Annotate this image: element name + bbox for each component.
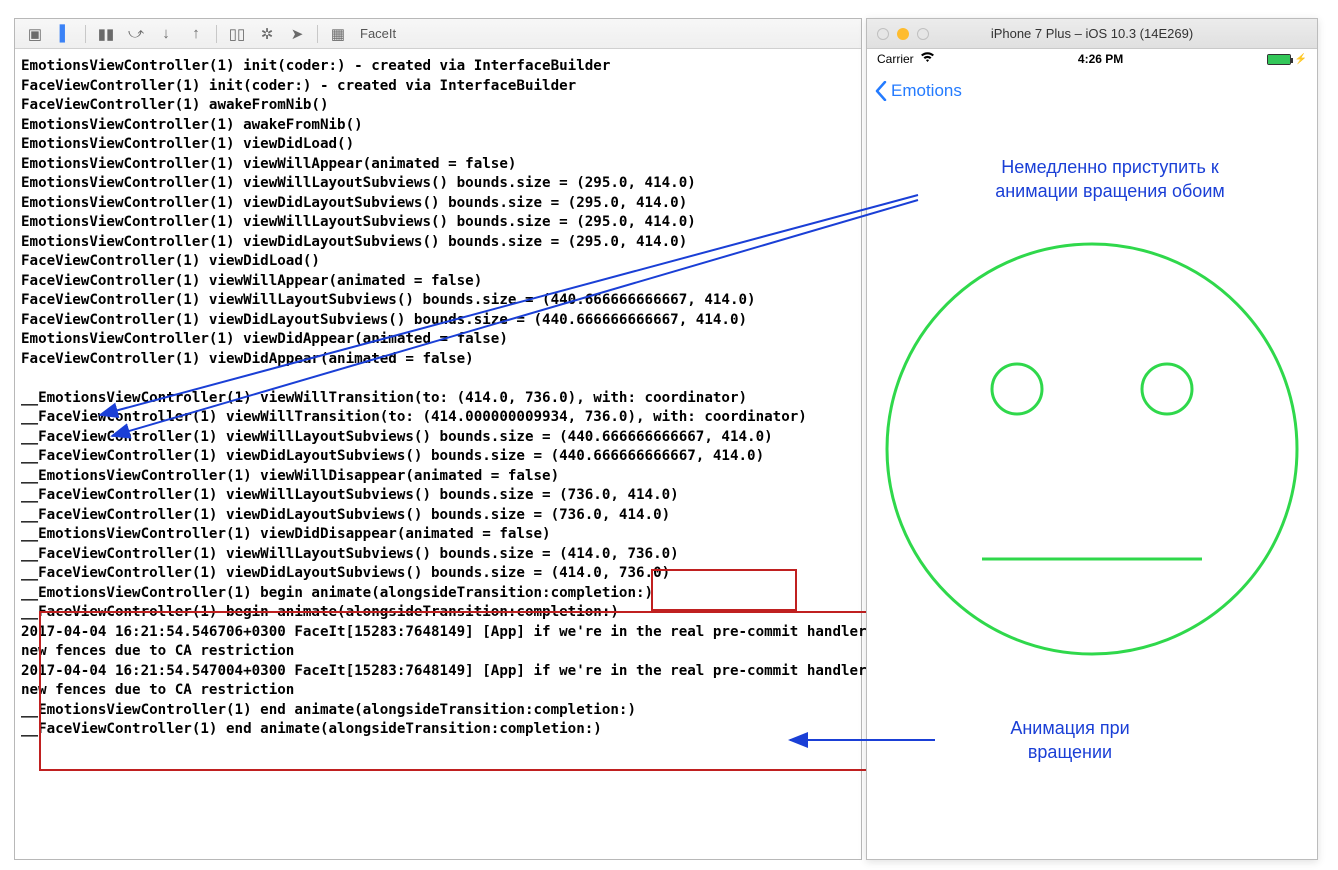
step-into-icon[interactable]: ↓ xyxy=(156,24,176,44)
step-over-icon[interactable]: ⤻ xyxy=(126,24,146,44)
charging-icon: ⚡ xyxy=(1295,54,1307,65)
debug-view-icon[interactable]: ▯▯ xyxy=(227,24,247,44)
clock-label: 4:26 PM xyxy=(1078,52,1123,66)
ios-status-bar: Carrier 4:26 PM ⚡ xyxy=(867,49,1317,69)
back-button[interactable]: Emotions xyxy=(875,81,962,101)
annotation-bottom: Анимация при вращении xyxy=(940,716,1200,764)
location-icon[interactable]: ➤ xyxy=(287,24,307,44)
battery-icon xyxy=(1267,54,1291,65)
chevron-left-icon xyxy=(875,81,887,101)
xcode-debug-toolbar: ▣ ▌ ▮▮ ⤻ ↓ ↑ ▯▯ ✲ ➤ ▦ FaceIt xyxy=(15,19,861,49)
pause-icon[interactable]: ▮▮ xyxy=(96,24,116,44)
wifi-icon xyxy=(920,52,935,66)
annotation-text: Анимация при xyxy=(940,716,1200,740)
annotation-text: вращении xyxy=(940,740,1200,764)
status-left: Carrier xyxy=(877,52,935,66)
separator xyxy=(85,25,86,43)
step-out-icon[interactable]: ↑ xyxy=(186,24,206,44)
breakpoint-icon[interactable]: ▌ xyxy=(55,24,75,44)
simulator-titlebar: iPhone 7 Plus – iOS 10.3 (14E269) xyxy=(867,19,1317,49)
annotation-text: анимации вращения обоим xyxy=(920,179,1300,203)
memory-graph-icon[interactable]: ✲ xyxy=(257,24,277,44)
carrier-label: Carrier xyxy=(877,52,914,66)
toggle-console-icon[interactable]: ▣ xyxy=(25,24,45,44)
console-output[interactable]: EmotionsViewController(1) init(coder:) -… xyxy=(15,49,861,748)
process-icon[interactable]: ▦ xyxy=(328,24,348,44)
annotation-text: Немедленно приступить к xyxy=(920,155,1300,179)
status-right: ⚡ xyxy=(1267,54,1307,65)
project-name-label: FaceIt xyxy=(360,26,396,41)
simulator-title: iPhone 7 Plus – iOS 10.3 (14E269) xyxy=(867,26,1317,41)
annotation-top: Немедленно приступить к анимации вращени… xyxy=(920,155,1300,203)
face-drawing xyxy=(882,239,1302,659)
back-label: Emotions xyxy=(891,81,962,101)
separator xyxy=(216,25,217,43)
xcode-console-panel: ▣ ▌ ▮▮ ⤻ ↓ ↑ ▯▯ ✲ ➤ ▦ FaceIt EmotionsVie… xyxy=(14,18,862,860)
separator xyxy=(317,25,318,43)
ios-navigation-bar: Emotions xyxy=(867,69,1317,113)
